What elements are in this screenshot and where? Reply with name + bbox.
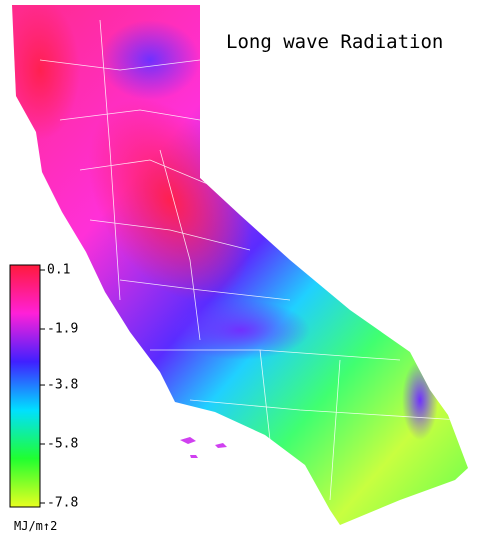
map-title: Long wave Radiation (226, 31, 443, 53)
colorbar-tick-label: -7.8 (47, 496, 78, 511)
colorbar-tick-label: 0.1 (47, 263, 70, 278)
colorbar: MJ/m↑2 0.1 -1.9 -3.8 -5.8 -7.8 (9, 263, 78, 533)
colorbar-tick-label: -1.9 (47, 321, 78, 336)
colorbar-tick-label: -5.8 (47, 437, 78, 452)
colorbar-unit: MJ/m↑2 (14, 519, 57, 533)
colorbar-tick-label: -3.8 (47, 378, 78, 393)
colorbar-ramp (9, 264, 41, 508)
